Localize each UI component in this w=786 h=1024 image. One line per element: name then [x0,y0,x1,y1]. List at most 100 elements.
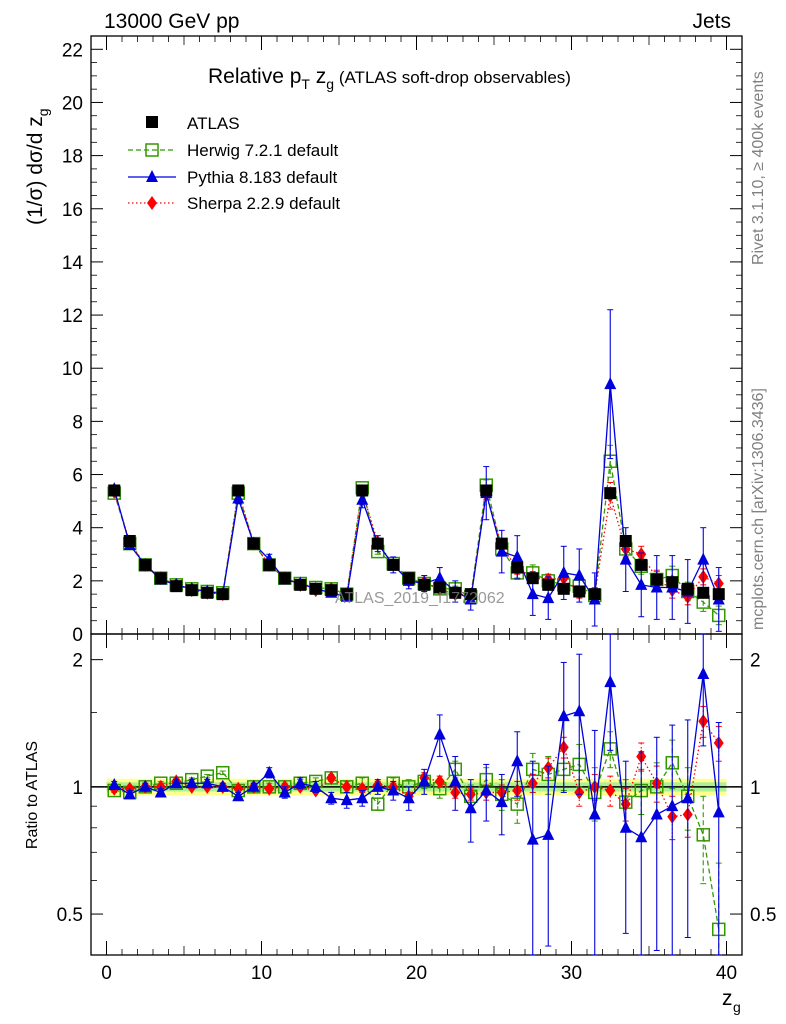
rivet-label: Rivet 3.1.10, ≥ 400k events [750,71,767,265]
pythia-point [480,783,493,796]
atlas-point [418,578,431,591]
pythia-point [185,776,198,789]
atlas-point [464,588,477,601]
atlas-point [402,572,415,585]
pythia-point [356,791,369,804]
pythia-point [418,774,431,787]
sherpa-point [326,770,337,785]
pythia-point [278,785,291,798]
pythia-point [650,580,663,593]
herwig-point [216,765,230,780]
pythia-point [464,801,477,814]
atlas-point [216,588,229,601]
x-tick-label: 10 [251,963,272,984]
atlas-point [108,484,121,497]
pythia-point [635,830,648,843]
atlas-point [480,484,493,497]
pythia-point [604,377,617,390]
atlas-point [201,586,214,599]
y-axis-label: (1/σ) dσ/d zg [24,108,51,225]
category-label: Jets [692,10,731,33]
sherpa-point [357,781,368,796]
pythia-point [542,591,555,604]
ratio-y-tick-label: 0.5 [57,905,83,926]
pythia-point [526,832,539,845]
pythia-point [511,549,524,562]
herwig-point [696,828,710,842]
pythia-point [619,820,632,833]
ratio-y-label: Ratio to ATLAS [24,741,41,849]
pythia-point [232,789,245,802]
pythia-point [387,783,400,796]
y-tick-label: 10 [62,359,83,380]
y-tick-label: 0 [72,625,83,646]
pythia-point [263,765,276,778]
sherpa-point [341,779,352,794]
pythia-point [573,704,586,717]
y-tick-label: 18 [62,147,83,168]
atlas-point [697,586,710,599]
pythia-point [526,587,539,600]
pythia-point [170,776,183,789]
legend-sherpa-label: Sherpa 2.2.9 default [187,194,340,213]
x-tick-label: 40 [716,963,737,984]
pythia-point [247,779,260,792]
atlas-point [588,588,601,601]
pythia-point [681,791,694,804]
pythia-point [650,807,663,820]
pythia-point [356,492,369,505]
pythia-point [712,805,725,818]
atlas-point [681,582,694,595]
pythia-point [511,754,524,767]
atlas-point [123,534,136,547]
herwig-line [114,746,720,930]
beam-label: 13000 GeV pp [104,10,239,33]
atlas-point [340,588,353,601]
pythia-point [619,552,632,565]
pythia-point [371,779,384,792]
x-tick-label: 30 [561,963,582,984]
pythia-point [216,779,229,792]
y-tick-label: 12 [62,306,83,327]
pythia-line [113,384,720,602]
legend-herwig-label: Herwig 7.2.1 default [187,141,338,160]
x-tick-label: 20 [406,963,427,984]
legend-atlas-marker [146,116,158,128]
atlas-point [619,534,632,547]
atlas-point [263,558,276,571]
atlas-point [185,584,198,597]
atlas-point [511,561,524,574]
y-tick-label: 6 [72,466,83,487]
atlas-point [449,586,462,599]
pythia-line [113,673,720,841]
main-panel: 0 2 4 6 8 10 12 14 16 18 20 22 [62,35,743,648]
atlas-point [650,573,663,586]
pythia-point [232,491,245,504]
sherpa-point [434,774,445,789]
herwig-point [371,797,385,811]
legend-pythia-label: Pythia 8.183 default [187,168,338,187]
atlas-point [247,537,260,550]
pythia-point [495,544,508,557]
pythia-point [557,709,570,722]
atlas-point [666,576,679,589]
atlas-point [557,582,570,595]
mcplots-label: mcplots.cern.ch [arXiv:1306.3436] [750,388,767,630]
pythia-point [697,666,710,679]
pythia-point [108,778,121,791]
y-tick-label: 2 [72,572,83,593]
ratio-y-tick-label-right: 0.5 [750,905,776,926]
legend-sherpa-marker [147,196,157,210]
pythia-point [340,793,353,806]
pythia-point [201,776,214,789]
x-axis-label: z [722,987,733,1010]
atlas-point [604,487,617,500]
pythia-point [402,791,415,804]
legend: ATLAS Herwig 7.2.1 default Pythia 8.183 … [128,114,340,213]
atlas-point [433,581,446,594]
pythia-point [294,776,307,789]
pythia-point [697,552,710,565]
ratio-y-tick-label-right: 1 [750,778,761,799]
atlas-point [170,580,183,593]
ratio-y-tick-label-right: 2 [750,651,761,672]
